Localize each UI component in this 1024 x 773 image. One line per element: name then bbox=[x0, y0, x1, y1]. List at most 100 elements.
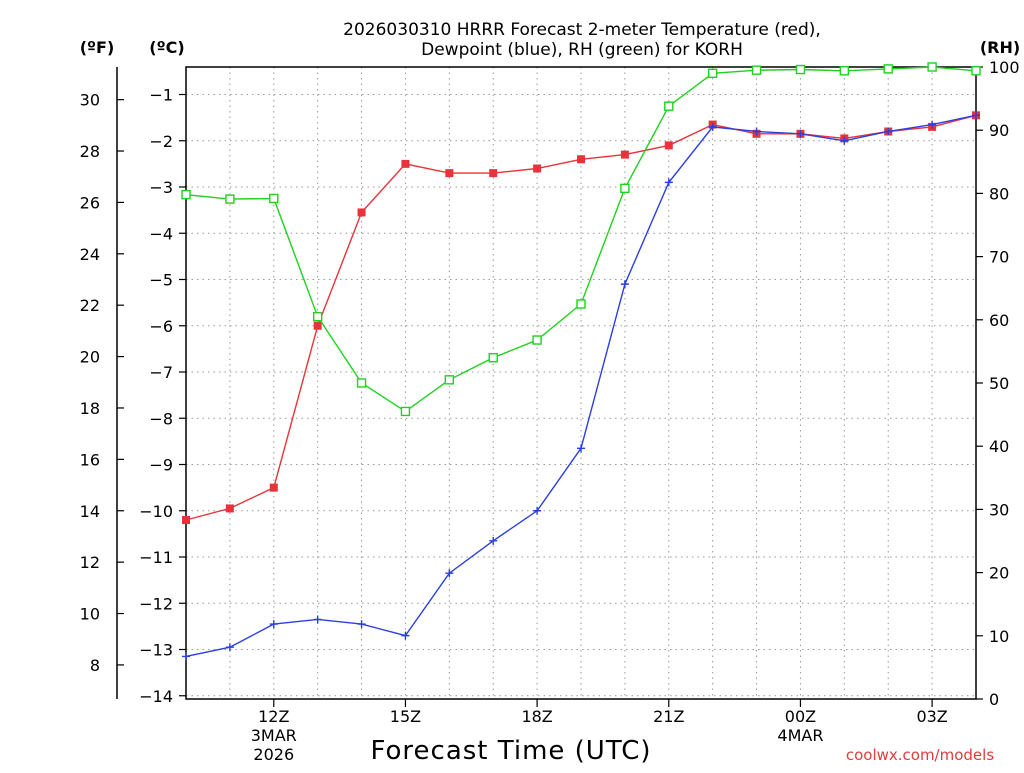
data-series bbox=[181, 62, 981, 661]
relative-humidity-point bbox=[312, 311, 323, 322]
relative-humidity-point bbox=[400, 406, 411, 417]
rh-tick-label: 40 bbox=[989, 437, 1009, 456]
x-date-label: 3MAR bbox=[251, 726, 297, 745]
x-tick-label: 12Z bbox=[258, 707, 289, 726]
dewpoint-point bbox=[182, 652, 190, 661]
fahrenheit-axis-unit: (ºF) bbox=[80, 38, 115, 57]
relative-humidity-point bbox=[664, 101, 674, 111]
rh-tick-label: 20 bbox=[989, 564, 1009, 583]
relative-humidity-point bbox=[576, 299, 586, 309]
rh-tick-label: 60 bbox=[989, 311, 1009, 330]
fahrenheit-tick-label: 18 bbox=[80, 399, 100, 418]
celsius-tick-label: −6 bbox=[149, 317, 173, 336]
dewpoint-point bbox=[225, 643, 234, 652]
2-meter-temperature-point bbox=[269, 483, 278, 492]
2-meter-temperature-point bbox=[357, 208, 366, 217]
rh-tick-label: 80 bbox=[989, 184, 1009, 203]
dewpoint-point bbox=[972, 111, 980, 120]
fahrenheit-tick-label: 28 bbox=[80, 142, 100, 161]
x-year-label: 2026 bbox=[253, 745, 294, 764]
relative-humidity-point bbox=[181, 189, 191, 200]
celsius-tick-label: −9 bbox=[149, 456, 173, 475]
fahrenheit-tick-label: 30 bbox=[80, 91, 100, 110]
celsius-tick-label: −2 bbox=[149, 132, 173, 151]
fahrenheit-tick-label: 8 bbox=[90, 656, 100, 675]
celsius-tick-label: −8 bbox=[149, 409, 173, 428]
2-meter-temperature-line bbox=[185, 114, 977, 521]
celsius-tick-label: −3 bbox=[149, 178, 173, 197]
x-tick-label: 21Z bbox=[653, 707, 684, 726]
dewpoint-point bbox=[928, 120, 937, 129]
fahrenheit-tick-label: 26 bbox=[80, 193, 100, 212]
celsius-tick-label: −5 bbox=[149, 271, 173, 290]
celsius-tick-label: −12 bbox=[139, 594, 173, 613]
rh-tick-label: 90 bbox=[989, 121, 1009, 140]
fahrenheit-tick-label: 24 bbox=[80, 245, 100, 264]
x-date-label: 4MAR bbox=[777, 726, 823, 745]
axes bbox=[116, 66, 983, 707]
rh-tick-label: 70 bbox=[989, 248, 1009, 267]
relative-humidity-point bbox=[927, 62, 937, 72]
relative-humidity-point bbox=[795, 64, 806, 75]
x-tick-label: 03Z bbox=[916, 707, 947, 726]
2-meter-temperature-point bbox=[620, 150, 629, 159]
celsius-axis-unit: (ºC) bbox=[149, 38, 184, 57]
dewpoint-point bbox=[357, 620, 366, 629]
celsius-tick-label: −11 bbox=[139, 548, 173, 567]
2-meter-temperature-point bbox=[489, 169, 498, 178]
relative-humidity-point bbox=[883, 64, 893, 74]
relative-humidity-point bbox=[707, 68, 718, 79]
chart-title-line1: 2026030310 HRRR Forecast 2-meter Tempera… bbox=[343, 20, 821, 40]
dewpoint-point bbox=[533, 506, 542, 515]
dewpoint-point bbox=[664, 178, 673, 187]
fahrenheit-tick-label: 20 bbox=[80, 348, 100, 367]
relative-humidity-point bbox=[532, 335, 542, 345]
x-tick-label: 15Z bbox=[390, 707, 421, 726]
fahrenheit-tick-label: 22 bbox=[80, 296, 100, 315]
dewpoint-point bbox=[752, 127, 761, 136]
celsius-tick-label: −4 bbox=[149, 224, 173, 243]
2-meter-temperature-point bbox=[313, 321, 322, 330]
dewpoint-point bbox=[489, 536, 498, 545]
relative-humidity-point bbox=[751, 65, 762, 75]
rh-axis-unit: (RH) bbox=[980, 38, 1020, 57]
rh-tick-label: 100 bbox=[989, 58, 1020, 77]
relative-humidity-point bbox=[488, 353, 498, 363]
2-meter-temperature-point bbox=[182, 516, 190, 524]
2-meter-temperature-point bbox=[225, 504, 234, 513]
dewpoint-point bbox=[401, 631, 410, 640]
2-meter-temperature-point bbox=[533, 164, 542, 173]
tick-labels: −14 −13 −12 −11 −10 −9 −8 −7 −6 −5 −4 −3 −2 −1 8 10 12 14… bbox=[80, 58, 1020, 764]
chart-title-line2: Dewpoint (blue), RH (green) for KORH bbox=[421, 40, 743, 60]
relative-humidity-point bbox=[971, 66, 981, 76]
x-tick-label: 00Z bbox=[785, 707, 816, 726]
rh-tick-label: 0 bbox=[989, 690, 999, 709]
dewpoint-point bbox=[269, 620, 278, 629]
2-meter-temperature-point bbox=[664, 141, 673, 150]
fahrenheit-tick-label: 14 bbox=[80, 502, 100, 521]
2-meter-temperature-point bbox=[445, 169, 454, 178]
dewpoint-point bbox=[577, 444, 585, 453]
x-axis-label: Forecast Time (UTC) bbox=[370, 736, 651, 766]
dewpoint-point bbox=[313, 615, 322, 624]
celsius-tick-label: −7 bbox=[149, 363, 173, 382]
relative-humidity-point bbox=[269, 193, 279, 204]
credit-text: coolwx.com/models bbox=[846, 746, 994, 764]
dewpoint-point bbox=[796, 129, 805, 138]
celsius-tick-label: −14 bbox=[139, 687, 173, 706]
rh-tick-label: 50 bbox=[989, 374, 1009, 393]
dewpoint-point bbox=[884, 127, 893, 136]
fahrenheit-tick-label: 16 bbox=[80, 450, 100, 469]
2-meter-temperature-point bbox=[401, 159, 410, 168]
dewpoint-line bbox=[185, 114, 977, 658]
relative-humidity-point bbox=[444, 375, 455, 385]
2-meter-temperature-point bbox=[577, 155, 585, 164]
x-tick-label: 18Z bbox=[521, 707, 552, 726]
relative-humidity-point bbox=[620, 183, 630, 194]
dewpoint-point bbox=[708, 122, 717, 131]
relative-humidity-point bbox=[225, 194, 235, 204]
celsius-tick-label: −1 bbox=[149, 86, 173, 105]
dewpoint-point bbox=[445, 569, 454, 578]
